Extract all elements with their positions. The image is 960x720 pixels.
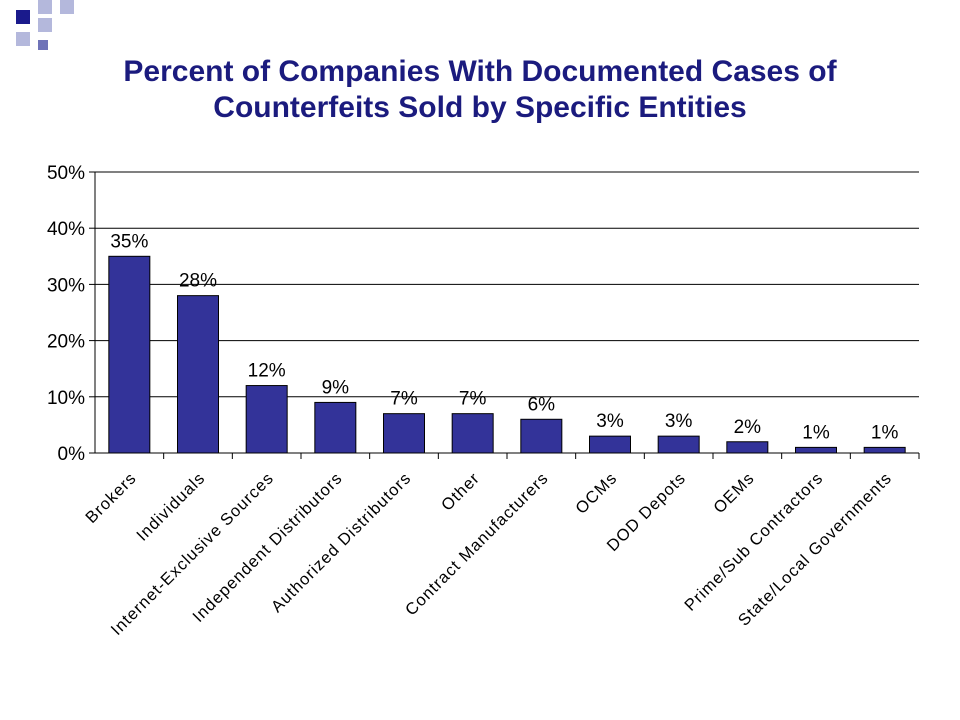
slide-logo xyxy=(8,0,78,60)
bar xyxy=(451,413,494,454)
slide-title: Percent of Companies With Documented Cas… xyxy=(40,54,920,126)
data-label: 7% xyxy=(459,389,487,410)
bar xyxy=(589,435,631,454)
bar xyxy=(314,401,357,454)
title-line-1: Percent of Companies With Documented Cas… xyxy=(123,55,837,88)
y-tick-label: 20% xyxy=(47,332,85,353)
y-tick-label: 40% xyxy=(47,219,85,240)
logo-square-light xyxy=(38,0,52,14)
data-label: 1% xyxy=(802,422,830,443)
category-label: Individuals xyxy=(133,469,209,545)
data-label: 35% xyxy=(110,231,148,252)
bar xyxy=(657,435,700,454)
category-label: Contract Manufacturers xyxy=(402,469,552,619)
logo-square-dark xyxy=(38,40,48,50)
data-label: 1% xyxy=(871,422,899,443)
data-label: 6% xyxy=(528,394,556,415)
category-label: OCMs xyxy=(572,469,621,518)
category-label: Other xyxy=(438,469,483,514)
logo-square-light xyxy=(60,0,74,14)
category-label: Authorized Distributors xyxy=(268,469,415,616)
data-label: 12% xyxy=(248,361,286,382)
category-label: Brokers xyxy=(82,469,140,527)
bar xyxy=(245,385,288,454)
logo-square-light xyxy=(16,32,30,46)
logo-square-dark xyxy=(16,10,30,24)
bar xyxy=(726,441,769,454)
logo-square-light xyxy=(38,18,52,32)
bar xyxy=(177,295,219,454)
y-tick-label: 30% xyxy=(47,275,85,296)
data-label: 3% xyxy=(665,411,693,432)
data-label: 7% xyxy=(390,389,418,410)
category-label: OEMs xyxy=(710,469,758,517)
bar xyxy=(383,413,425,454)
data-label: 3% xyxy=(596,411,624,432)
category-label: Prime/Sub Contractors xyxy=(681,469,827,615)
y-tick-label: 50% xyxy=(47,163,85,184)
data-label: 2% xyxy=(734,417,762,438)
title-line-2: Counterfeits Sold by Specific Entities xyxy=(213,91,747,124)
bar xyxy=(863,446,906,454)
data-label: 28% xyxy=(179,271,217,292)
y-tick-label: 10% xyxy=(47,388,85,409)
data-label: 9% xyxy=(322,377,350,398)
bar xyxy=(520,418,563,454)
bar xyxy=(108,255,151,454)
bar xyxy=(795,446,837,454)
y-tick-label: 0% xyxy=(58,444,86,465)
